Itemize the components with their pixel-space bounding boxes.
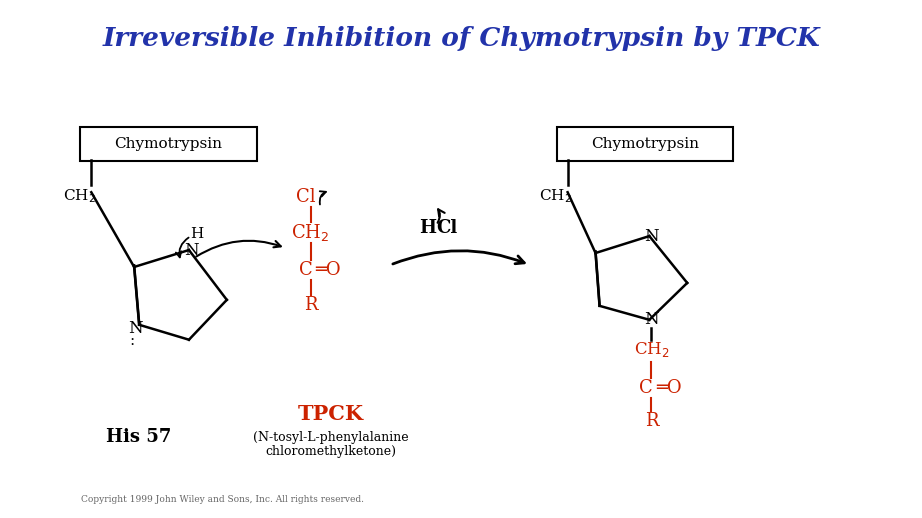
- Text: Cl: Cl: [436, 219, 457, 237]
- Text: Irreversible Inhibition of Chymotrypsin by TPCK: Irreversible Inhibition of Chymotrypsin …: [102, 26, 820, 51]
- Text: R: R: [303, 296, 317, 314]
- Text: CH$_2$: CH$_2$: [539, 188, 572, 205]
- Text: Copyright 1999 John Wiley and Sons, Inc. All rights reserved.: Copyright 1999 John Wiley and Sons, Inc.…: [81, 495, 364, 503]
- Text: Chymotrypsin: Chymotrypsin: [591, 137, 699, 151]
- FancyBboxPatch shape: [557, 127, 733, 161]
- Text: H: H: [420, 219, 436, 237]
- Text: TPCK: TPCK: [298, 405, 363, 424]
- Text: Cl: Cl: [296, 188, 315, 206]
- Text: ═O: ═O: [656, 379, 682, 397]
- Text: N: N: [183, 241, 198, 258]
- Text: CH$_2$: CH$_2$: [63, 188, 96, 205]
- Text: CH$_2$: CH$_2$: [633, 340, 669, 359]
- Text: Chymotrypsin: Chymotrypsin: [114, 137, 222, 151]
- Text: R: R: [644, 412, 658, 430]
- Text: :: :: [130, 334, 140, 348]
- Text: chloromethylketone): chloromethylketone): [265, 445, 396, 458]
- FancyBboxPatch shape: [80, 127, 256, 161]
- Text: (N-tosyl-L-phenylalanine: (N-tosyl-L-phenylalanine: [253, 431, 408, 444]
- Text: H: H: [190, 227, 204, 241]
- Text: C: C: [299, 261, 313, 279]
- Text: ═O: ═O: [315, 261, 341, 279]
- Text: C: C: [640, 379, 653, 397]
- Text: His 57: His 57: [106, 428, 171, 447]
- Text: N: N: [644, 311, 658, 328]
- Text: N: N: [644, 227, 658, 244]
- Text: N: N: [128, 320, 142, 337]
- Text: CH$_2$: CH$_2$: [291, 222, 330, 242]
